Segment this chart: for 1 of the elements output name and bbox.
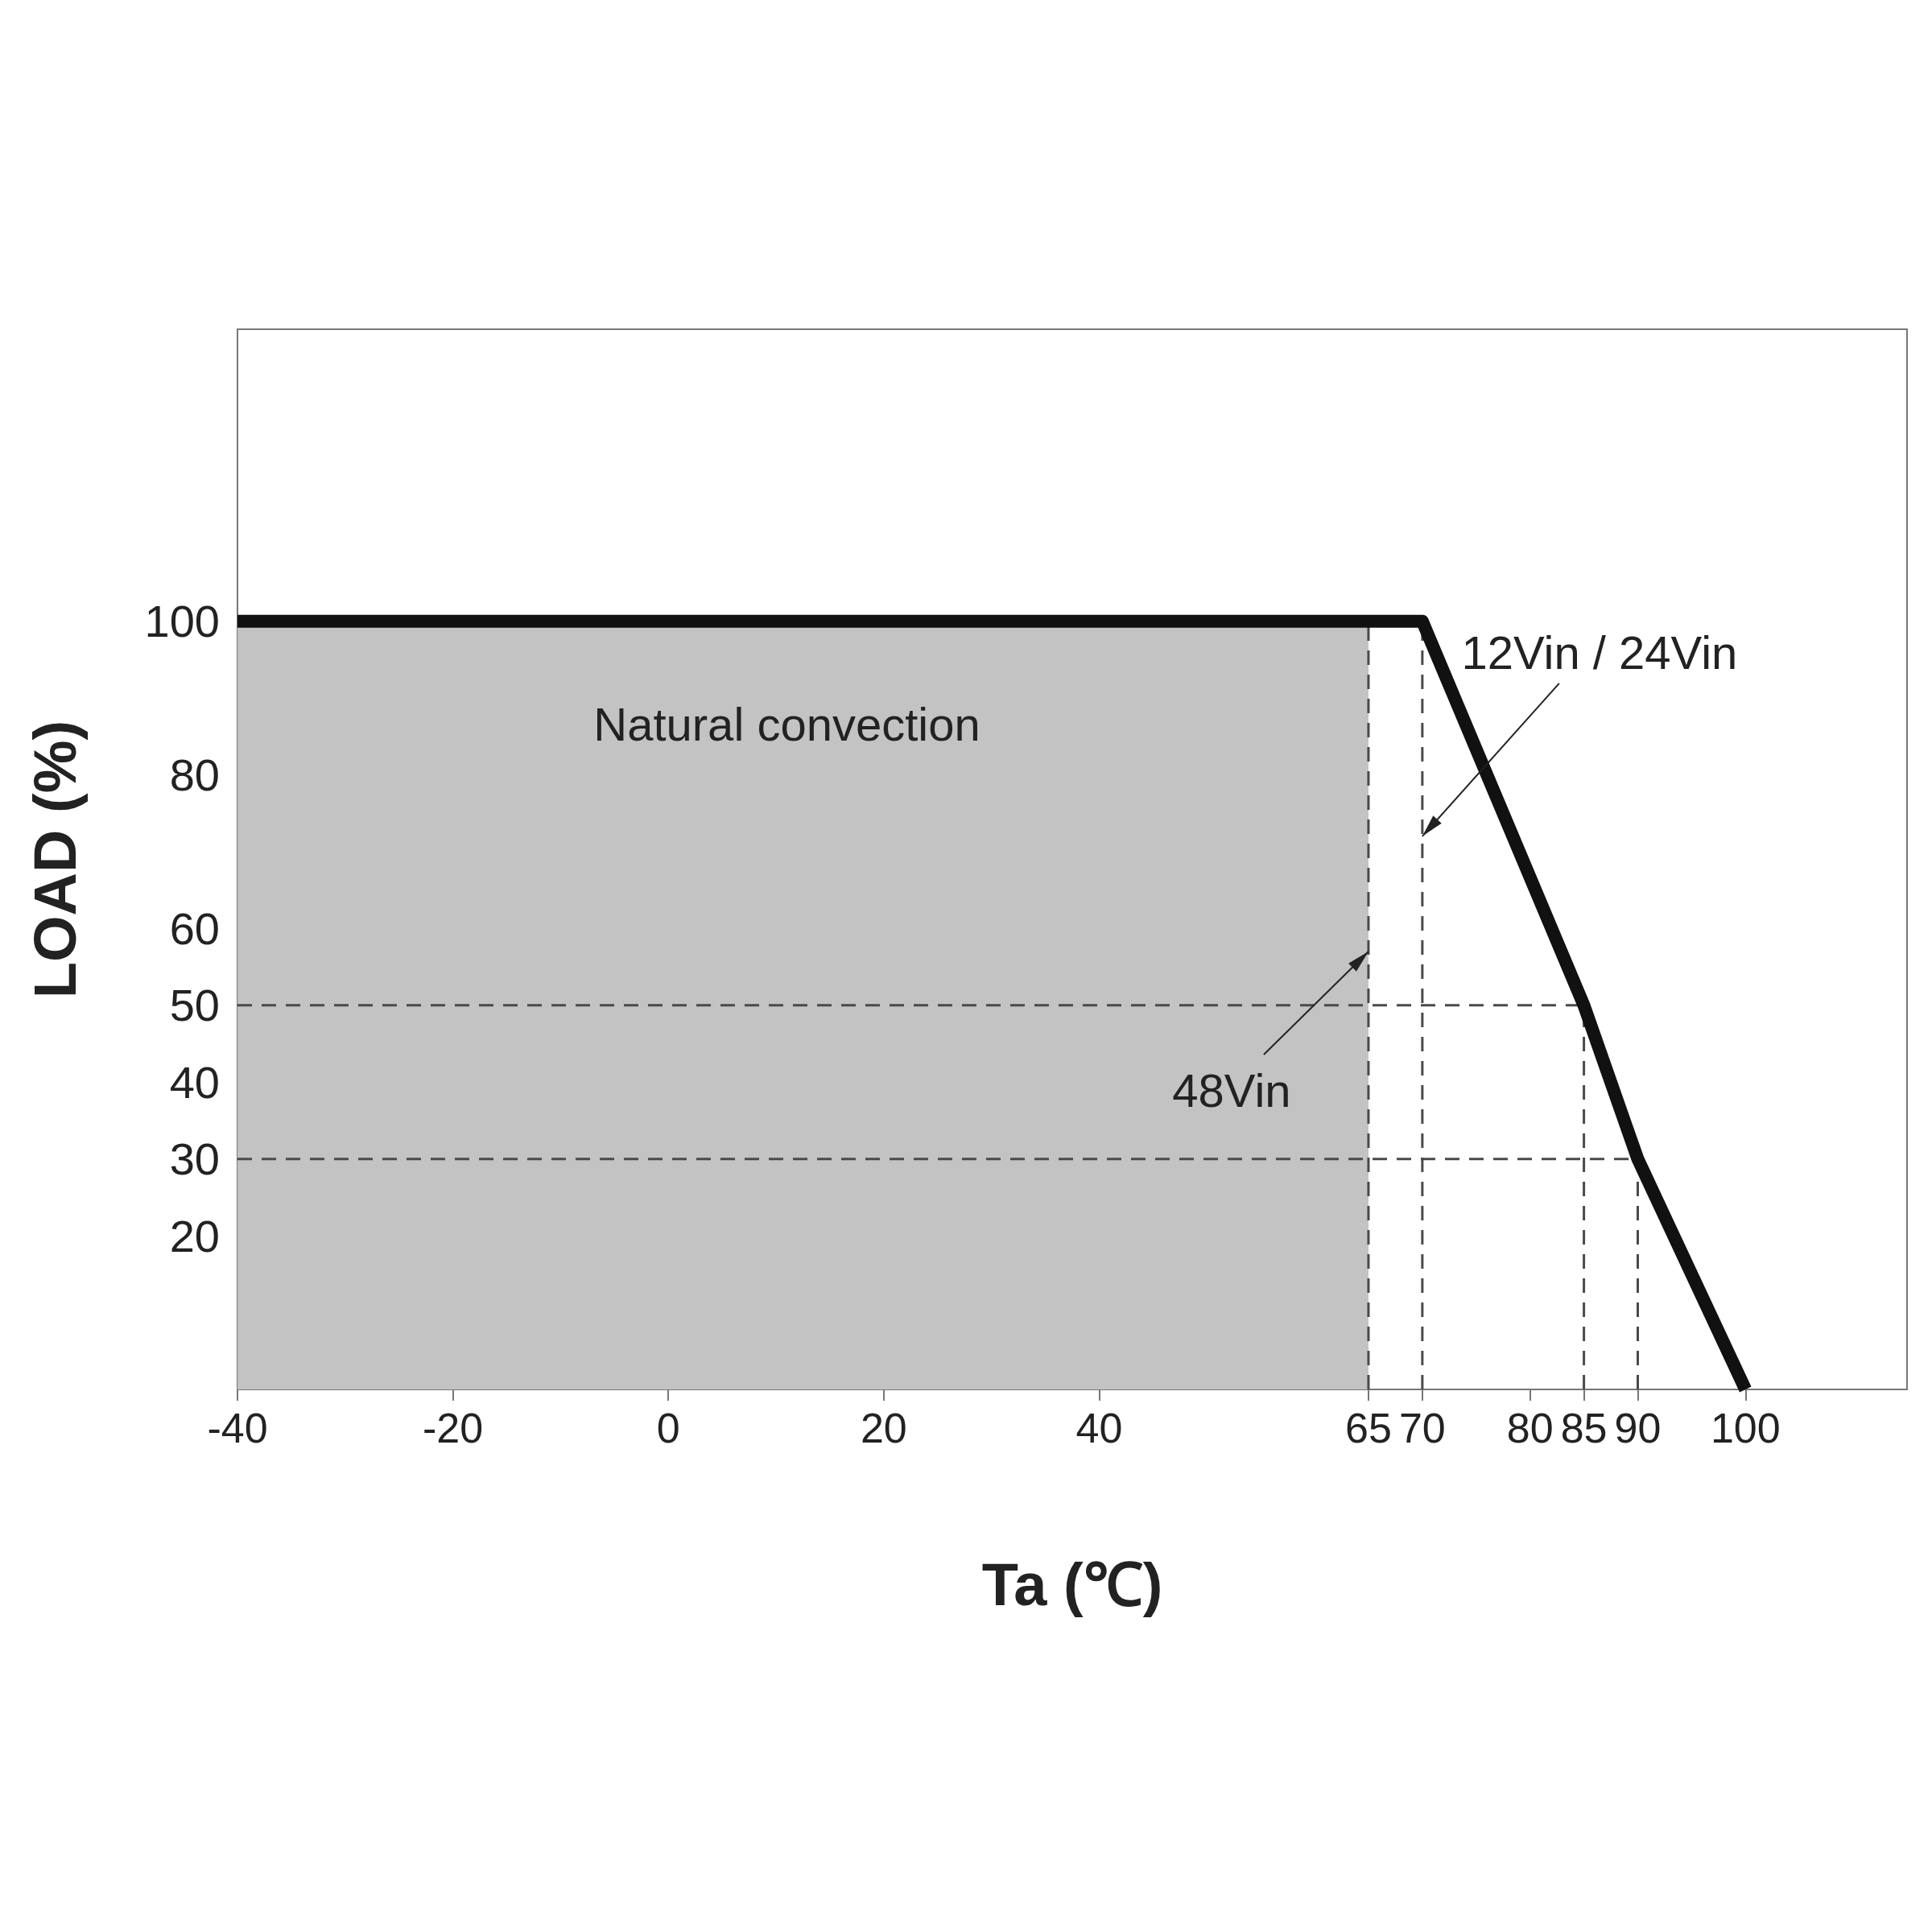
y-tick-label: 100	[144, 596, 220, 647]
